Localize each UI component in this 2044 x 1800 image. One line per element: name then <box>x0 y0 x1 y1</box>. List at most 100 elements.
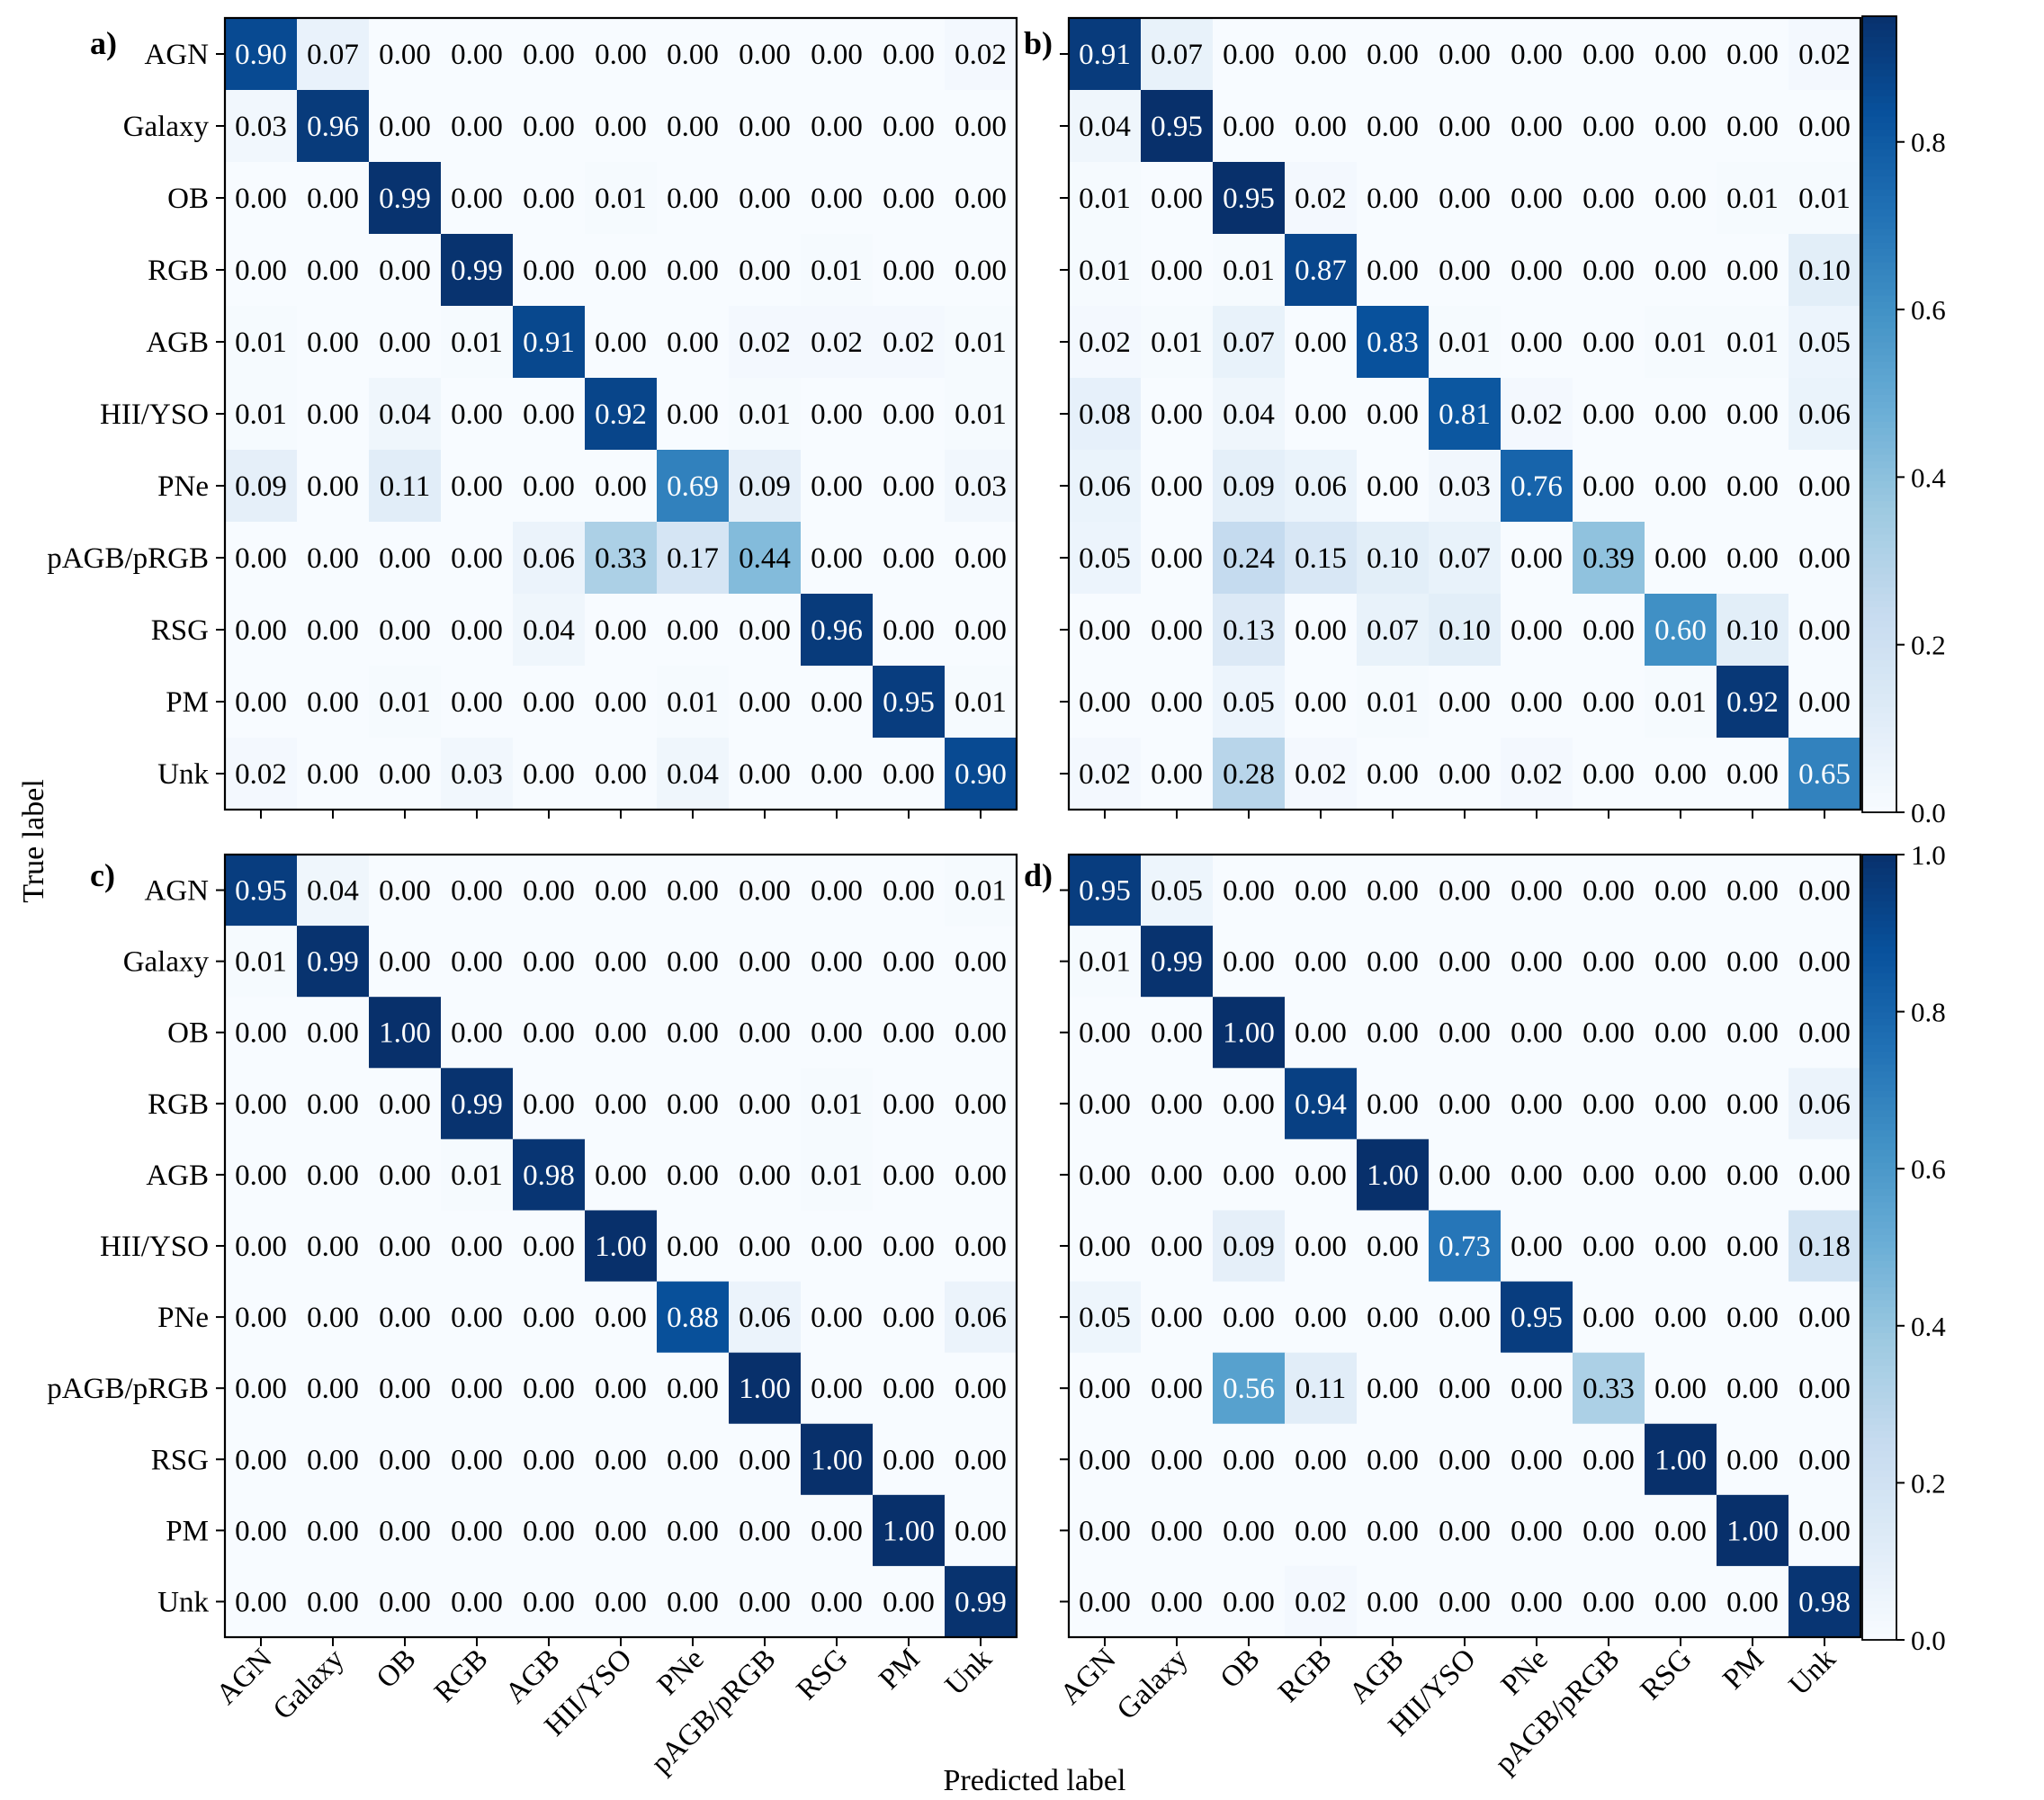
cell-value-label: 0.99 <box>379 183 431 215</box>
cell-value-label: 0.10 <box>1726 614 1779 647</box>
heatmap-cell <box>945 450 1018 523</box>
cell-value-label: 0.00 <box>1151 1088 1203 1121</box>
heatmap-cell <box>873 1352 946 1425</box>
colorbar-segment <box>1862 82 1896 90</box>
heatmap-cell <box>1788 1352 1861 1425</box>
cell-value-label: 0.00 <box>1798 686 1851 719</box>
heatmap-cell <box>801 306 874 379</box>
heatmap-cell <box>1501 1494 1573 1567</box>
cell-value-label: 0.00 <box>1511 1017 1563 1050</box>
heatmap-cell <box>1141 1423 1214 1496</box>
heatmap-cell <box>513 18 586 91</box>
cell-value-label: 0.00 <box>1295 946 1347 979</box>
heatmap-cell <box>945 1210 1018 1283</box>
colorbar-segment <box>1862 1103 1896 1111</box>
colorbar-tick-label: 1.0 <box>1911 839 1946 871</box>
cell-value-label: 0.00 <box>451 183 503 215</box>
cell-value-label: 1.00 <box>739 1373 791 1405</box>
cell-value-label: 0.00 <box>595 1373 647 1405</box>
heatmap-cell <box>1717 1281 1789 1354</box>
colorbar-segment <box>1862 1600 1896 1608</box>
heatmap-cell <box>657 1494 730 1567</box>
heatmap-cell <box>369 1352 442 1425</box>
heatmap-cell <box>801 90 874 163</box>
heatmap-cell <box>1788 738 1861 810</box>
heatmap-cell <box>1213 1210 1286 1283</box>
cell-value-label: 0.88 <box>667 1302 719 1334</box>
cell-value-label: 0.00 <box>1295 1231 1347 1263</box>
heatmap-cell <box>945 18 1018 91</box>
heatmap-cell <box>1069 1139 1142 1212</box>
heatmap-cell <box>1141 1281 1214 1354</box>
cell-value-label: 0.00 <box>307 183 359 215</box>
heatmap-cell <box>1788 18 1861 91</box>
cell-value-label: 0.00 <box>1295 1515 1347 1547</box>
heatmap-cell <box>1501 522 1573 595</box>
heatmap-cell <box>729 450 802 523</box>
cell-value-label: 0.00 <box>1726 111 1779 143</box>
colorbar-segment <box>1862 1345 1896 1353</box>
heatmap-cell <box>297 1281 370 1354</box>
y-tick-label: HII/YSO <box>100 1231 209 1263</box>
cell-value-label: 1.00 <box>811 1444 863 1476</box>
cell-value-label: 0.00 <box>1295 686 1347 719</box>
colorbar-segment <box>1862 719 1896 727</box>
colorbar-segment <box>1862 919 1896 927</box>
colorbar-segment <box>1862 135 1896 143</box>
cell-value-label: 0.01 <box>1439 327 1491 359</box>
colorbar-segment <box>1862 1188 1896 1196</box>
heatmap-cell <box>1788 1210 1861 1283</box>
y-tick-label: AGB <box>146 327 209 359</box>
colorbar-segment <box>1862 1404 1896 1412</box>
colorbar-segment <box>1862 560 1896 568</box>
heatmap-cell <box>1069 162 1142 235</box>
heatmap-cell <box>225 450 298 523</box>
heatmap-cell <box>657 306 730 379</box>
colorbar-segment <box>1862 855 1896 863</box>
cell-value-label: 0.00 <box>1367 399 1419 431</box>
heatmap-cell <box>1645 1281 1717 1354</box>
colorbar-segment <box>1862 1201 1896 1209</box>
heatmap-cell <box>1285 450 1358 523</box>
heatmap-cell <box>1285 997 1358 1069</box>
colorbar-segment <box>1862 1227 1896 1235</box>
heatmap-cell <box>1429 1494 1502 1567</box>
cell-value-label: 0.00 <box>1582 1017 1635 1050</box>
cell-value-label: 0.00 <box>1654 1088 1707 1121</box>
cell-value-label: 0.00 <box>1798 946 1851 979</box>
cell-value-label: 0.00 <box>379 1231 431 1263</box>
heatmap-cell <box>297 666 370 739</box>
cell-value-label: 0.00 <box>811 1586 863 1618</box>
cell-value-label: 0.00 <box>1798 470 1851 503</box>
heatmap-cell <box>513 522 586 595</box>
colorbar-segment <box>1862 109 1896 117</box>
heatmap-cell <box>369 1494 442 1567</box>
cell-value-label: 0.00 <box>1367 39 1419 71</box>
cell-value-label: 1.00 <box>595 1231 647 1263</box>
heatmap-cell <box>1141 90 1214 163</box>
cell-value-label: 1.00 <box>1223 1017 1275 1050</box>
heatmap-cell <box>1285 162 1358 235</box>
cell-value-label: 0.00 <box>883 470 935 503</box>
cell-value-label: 0.00 <box>1798 1444 1851 1476</box>
colorbar-segment <box>1862 76 1896 84</box>
colorbar-segment <box>1862 407 1896 416</box>
x-tick-label: AGB <box>1343 1643 1411 1710</box>
heatmap-cell <box>369 1423 442 1496</box>
heatmap-cell <box>945 1068 1018 1140</box>
colorbar-segment <box>1862 907 1896 915</box>
heatmap-cell <box>1069 90 1142 163</box>
cell-value-label: 0.00 <box>1582 111 1635 143</box>
heatmap-cell <box>1717 306 1789 379</box>
colorbar-segment <box>1862 487 1896 495</box>
heatmap-cell <box>1645 855 1717 927</box>
heatmap-cell <box>1573 1139 1645 1212</box>
colorbar-segment <box>1862 56 1896 64</box>
heatmap-cell <box>873 90 946 163</box>
cell-value-label: 0.00 <box>307 686 359 719</box>
heatmap-cell <box>297 1565 370 1638</box>
heatmap-cell <box>1645 1565 1717 1638</box>
heatmap-cell <box>369 306 442 379</box>
heatmap-cell <box>801 234 874 307</box>
cell-value-label: 0.00 <box>1511 614 1563 647</box>
